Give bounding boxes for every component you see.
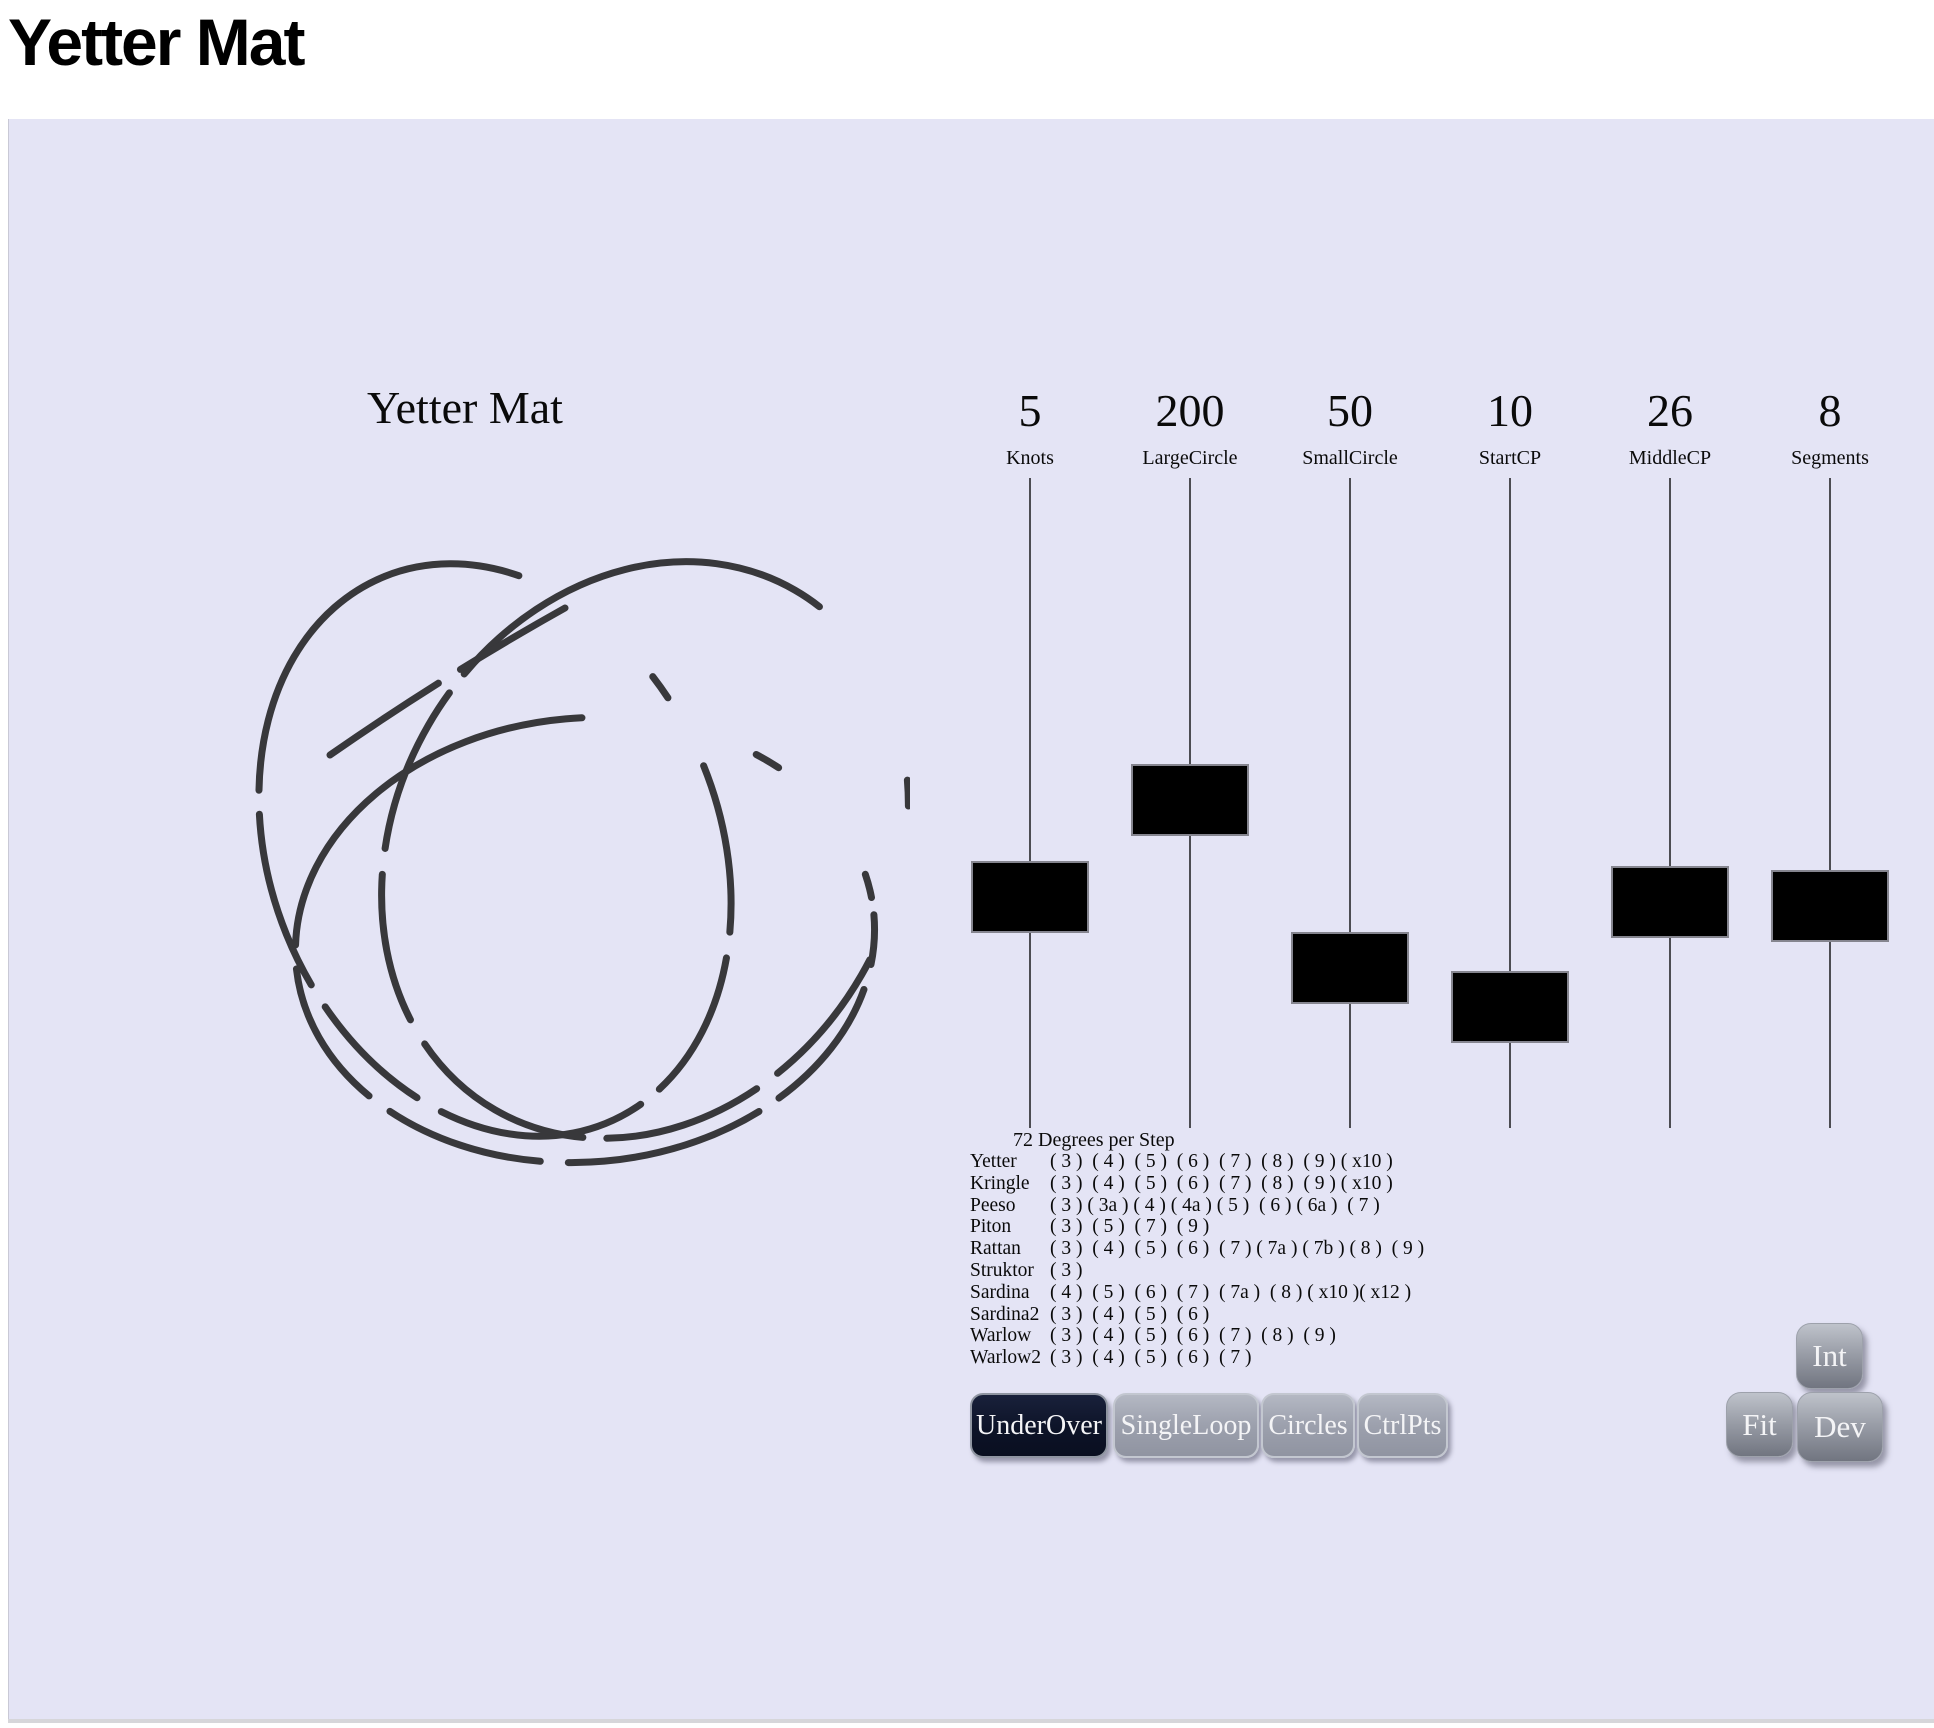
knot-name: Kringle <box>970 1172 1030 1194</box>
canvas-title: Yetter Mat <box>367 382 563 433</box>
knot-values: ( 3 ) ( 4 ) ( 5 ) ( 6 ) ( 7 ) ( 8 ) ( 9 … <box>1050 1172 1393 1194</box>
knot-list-row: Rattan ( 3 ) ( 4 ) ( 5 ) ( 6 ) ( 7 ) ( 7a… <box>970 1238 1424 1260</box>
knot-list: Yetter ( 3 ) ( 4 ) ( 5 ) ( 6 ) ( 7 ) ( 8 … <box>970 1151 1424 1369</box>
slider-track[interactable] <box>1829 478 1831 1128</box>
int-button[interactable]: Int <box>1796 1323 1863 1389</box>
knot-values: ( 4 ) ( 5 ) ( 6 ) ( 7 ) ( 7a ) ( 8 ) ( x… <box>1050 1281 1412 1303</box>
slider: 10 StartCP <box>1430 385 1590 1135</box>
knot-name: Struktor <box>970 1259 1034 1281</box>
knot-name: Sardina <box>970 1281 1030 1303</box>
slider-handle[interactable] <box>1611 866 1729 938</box>
knot-values: ( 3 ) ( 4 ) ( 5 ) ( 6 ) <box>1050 1303 1210 1325</box>
knot-list-row: Sardina ( 4 ) ( 5 ) ( 6 ) ( 7 ) ( 7a ) ( … <box>970 1282 1424 1304</box>
degrees-per-step: 72 Degrees per Step <box>1013 1129 1175 1151</box>
slider-value: 5 <box>1018 385 1042 436</box>
slider-label: LargeCircle <box>1142 447 1238 469</box>
knot-values: ( 3 ) ( 4 ) ( 5 ) ( 6 ) ( 7 ) ( 7a ) ( 7… <box>1050 1238 1425 1260</box>
knot-name: Rattan <box>970 1238 1021 1260</box>
knot-list-row: Sardina2 ( 3 ) ( 4 ) ( 5 ) ( 6 ) <box>970 1304 1424 1326</box>
knot-list-row: Struktor ( 3 ) <box>970 1260 1424 1282</box>
knot-strand <box>291 713 879 1167</box>
knot-list-row: Piton ( 3 ) ( 5 ) ( 7 ) ( 9 ) <box>970 1216 1424 1238</box>
slider-label: Segments <box>1791 447 1869 469</box>
slider-label: MiddleCP <box>1628 447 1712 469</box>
slider-label: SmallCircle <box>1302 447 1398 469</box>
knot-list-row: Peeso ( 3 ) ( 3a ) ( 4 ) ( 4a ) ( 5 ) ( 6… <box>970 1195 1424 1217</box>
slider-handle[interactable] <box>1291 932 1409 1004</box>
slider-handle[interactable] <box>1131 764 1249 836</box>
knot-name: Piton <box>970 1216 1012 1238</box>
knot-strand <box>378 558 910 1142</box>
ctrlpts-button[interactable]: CtrlPts <box>1357 1393 1448 1458</box>
underover-button[interactable]: UnderOver <box>970 1393 1108 1458</box>
knot-name: Warlow2 <box>970 1347 1041 1369</box>
slider: 26 MiddleCP <box>1590 385 1750 1135</box>
slider-track[interactable] <box>1349 478 1351 1128</box>
dev-button[interactable]: Dev <box>1797 1392 1883 1462</box>
slider-handle[interactable] <box>971 861 1089 933</box>
slider-handle[interactable] <box>1771 870 1889 942</box>
slider-value: 200 <box>1155 385 1225 436</box>
slider-value: 26 <box>1647 385 1693 436</box>
slider-handle[interactable] <box>1451 971 1569 1043</box>
knot-name: Peeso <box>970 1194 1016 1216</box>
knot-strand <box>255 560 735 1140</box>
knot-name: Yetter <box>970 1151 1017 1172</box>
knot-strand <box>326 604 569 759</box>
panel-bottom-border <box>8 1719 1934 1723</box>
slider-label: StartCP <box>1478 447 1542 469</box>
knot-name: Sardina2 <box>970 1303 1040 1325</box>
circles-button[interactable]: Circles <box>1261 1393 1355 1458</box>
knot-values: ( 3 ) ( 4 ) ( 5 ) ( 6 ) ( 7 ) ( 8 ) ( 9 … <box>1050 1151 1393 1172</box>
knot-values: ( 3 ) <box>1050 1259 1083 1281</box>
knot-list-row: Warlow2 ( 3 ) ( 4 ) ( 5 ) ( 6 ) ( 7 ) <box>970 1347 1424 1369</box>
slider: 200 LargeCircle <box>1110 385 1270 1135</box>
knot-name: Warlow <box>970 1325 1032 1347</box>
knot-strands <box>255 558 910 1167</box>
knot-values: ( 3 ) ( 5 ) ( 7 ) ( 9 ) <box>1050 1216 1210 1238</box>
slider: 5 Knots <box>950 385 1110 1135</box>
knot-drawing <box>255 558 910 1167</box>
knot-list-row: Warlow ( 3 ) ( 4 ) ( 5 ) ( 6 ) ( 7 ) ( 8 … <box>970 1325 1424 1347</box>
knot-list-row: Kringle ( 3 ) ( 4 ) ( 5 ) ( 6 ) ( 7 ) ( 8… <box>970 1173 1424 1195</box>
fit-button[interactable]: Fit <box>1726 1392 1793 1457</box>
slider: 8 Segments <box>1750 385 1910 1135</box>
knot-values: ( 3 ) ( 3a ) ( 4 ) ( 4a ) ( 5 ) ( 6 ) ( … <box>1050 1194 1380 1216</box>
slider: 50 SmallCircle <box>1270 385 1430 1135</box>
knot-list-row: Yetter ( 3 ) ( 4 ) ( 5 ) ( 6 ) ( 7 ) ( 8 … <box>970 1151 1424 1173</box>
knot-values: ( 3 ) ( 4 ) ( 5 ) ( 6 ) ( 7 ) ( 8 ) ( 9 … <box>1050 1325 1336 1347</box>
slider-value: 8 <box>1818 385 1842 436</box>
slider-track[interactable] <box>1669 478 1671 1128</box>
slider-value: 50 <box>1327 385 1373 436</box>
knot-values: ( 3 ) ( 4 ) ( 5 ) ( 6 ) ( 7 ) <box>1050 1347 1252 1369</box>
slider-track[interactable] <box>1029 478 1031 1128</box>
page-title: Yetter Mat <box>8 5 305 79</box>
slider-track[interactable] <box>1509 478 1511 1128</box>
slider-value: 10 <box>1487 385 1533 436</box>
singleloop-button[interactable]: SingleLoop <box>1113 1393 1259 1458</box>
slider-label: Knots <box>1006 447 1054 469</box>
